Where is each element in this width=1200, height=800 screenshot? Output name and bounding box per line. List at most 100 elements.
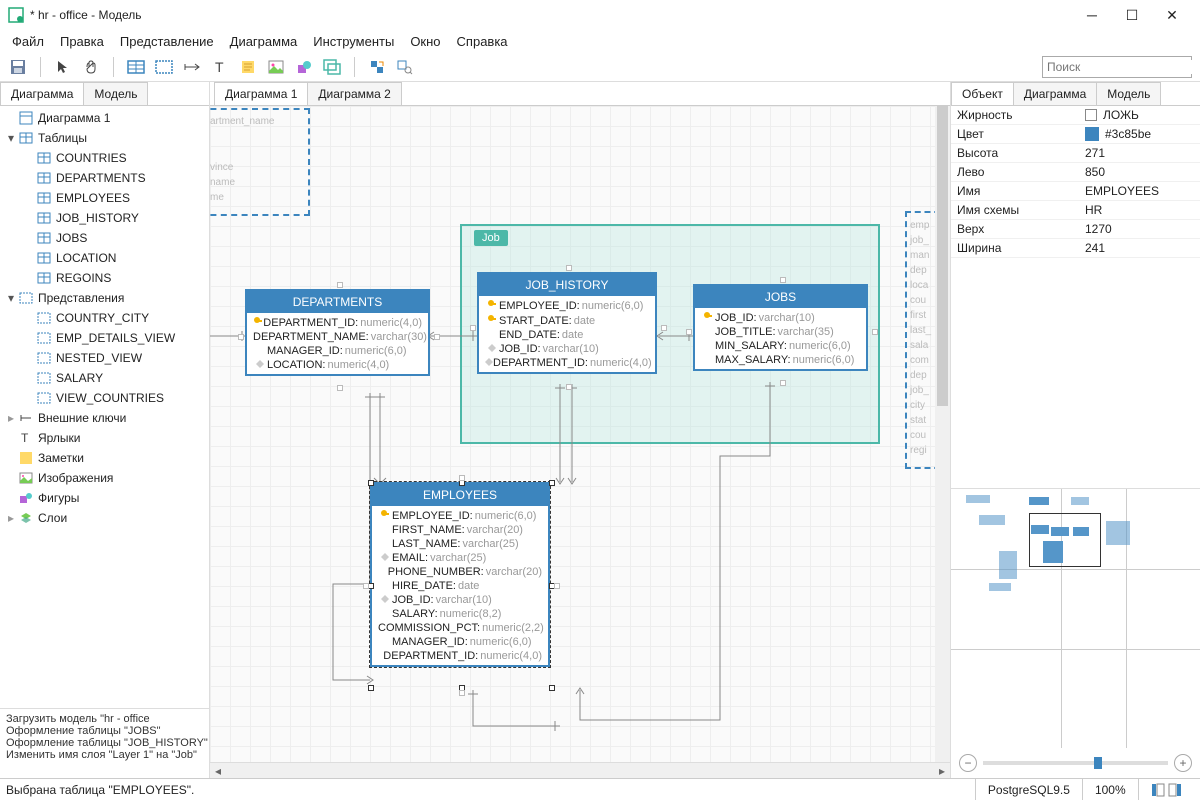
column[interactable]: JOB_ID: varchar(10)	[479, 342, 655, 356]
tree-table-item[interactable]: LOCATION	[0, 248, 209, 268]
tree-shapes[interactable]: Фигуры	[0, 488, 209, 508]
tree-view-item[interactable]: EMP_DETAILS_VIEW	[0, 328, 209, 348]
shape-tool[interactable]	[294, 57, 314, 77]
entity-employees[interactable]: EMPLOYEES EMPLOYEE_ID: numeric(6,0)FIRST…	[370, 482, 550, 667]
prop-row[interactable]: Высота271	[951, 144, 1200, 163]
table-tool[interactable]	[126, 57, 146, 77]
tab-diagram-1[interactable]: Диаграмма 1	[214, 82, 308, 105]
tab-model[interactable]: Модель	[83, 82, 148, 105]
column[interactable]: LOCATION: numeric(4,0)	[247, 358, 428, 372]
prop-row[interactable]: Верх1270	[951, 220, 1200, 239]
column[interactable]: END_DATE: date	[479, 328, 655, 342]
tree-table-item[interactable]: JOB_HISTORY	[0, 208, 209, 228]
tree-view-item[interactable]: VIEW_COUNTRIES	[0, 388, 209, 408]
refresh-button[interactable]	[367, 57, 387, 77]
entity-jobs[interactable]: JOBS JOB_ID: varchar(10)JOB_TITLE: varch…	[693, 284, 868, 371]
column[interactable]: JOB_ID: varchar(10)	[695, 310, 866, 325]
tab-diagram[interactable]: Диаграмма	[0, 82, 84, 105]
vertical-scrollbar[interactable]	[935, 106, 950, 762]
menu-edit[interactable]: Правка	[52, 32, 112, 51]
entity-header[interactable]: DEPARTMENTS	[247, 291, 428, 313]
column[interactable]: DEPARTMENT_ID: numeric(4,0)	[372, 649, 548, 663]
prop-row[interactable]: Ширина241	[951, 239, 1200, 258]
search-input[interactable]	[1047, 60, 1200, 74]
column[interactable]: START_DATE: date	[479, 313, 655, 328]
entity-header[interactable]: JOBS	[695, 286, 866, 308]
column[interactable]: LAST_NAME: varchar(25)	[372, 537, 548, 551]
close-button[interactable]: ✕	[1152, 0, 1192, 30]
tree-table-item[interactable]: JOBS	[0, 228, 209, 248]
column[interactable]: PHONE_NUMBER: varchar(20)	[372, 565, 548, 579]
label-tool[interactable]: T	[210, 57, 230, 77]
tree-views[interactable]: ▾Представления	[0, 288, 209, 308]
layout-toggle[interactable]	[1138, 779, 1194, 800]
column[interactable]: JOB_ID: varchar(10)	[372, 593, 548, 607]
tab-r-model[interactable]: Модель	[1096, 82, 1161, 105]
tree-view-item[interactable]: NESTED_VIEW	[0, 348, 209, 368]
prop-row[interactable]: Цвет#3c85be	[951, 125, 1200, 144]
canvas[interactable]: artment_name vince name me empjob_mandep…	[210, 106, 950, 762]
column[interactable]: MANAGER_ID: numeric(6,0)	[247, 344, 428, 358]
tab-object[interactable]: Объект	[951, 82, 1014, 105]
tree-view-item[interactable]: COUNTRY_CITY	[0, 308, 209, 328]
column[interactable]: HIRE_DATE: date	[372, 579, 548, 593]
tree[interactable]: Диаграмма 1 ▾Таблицы COUNTRIESDEPARTMENT…	[0, 106, 209, 708]
column[interactable]: COMMISSION_PCT: numeric(2,2)	[372, 621, 548, 635]
properties[interactable]: ЖирностьЛОЖЬЦвет#3c85beВысота271Лево850И…	[951, 106, 1200, 488]
prop-row[interactable]: Имя схемыHR	[951, 201, 1200, 220]
menu-view[interactable]: Представление	[112, 32, 222, 51]
column[interactable]: FIRST_NAME: varchar(20)	[372, 523, 548, 537]
column[interactable]: SALARY: numeric(8,2)	[372, 607, 548, 621]
column[interactable]: DEPARTMENT_ID: numeric(4,0)	[247, 315, 428, 330]
image-tool[interactable]	[266, 57, 286, 77]
view-tool[interactable]	[154, 57, 174, 77]
prop-row[interactable]: Лево850	[951, 163, 1200, 182]
horizontal-scrollbar[interactable]: ◂▸	[210, 762, 950, 778]
menu-diagram[interactable]: Диаграмма	[222, 32, 306, 51]
entity-job_history[interactable]: JOB_HISTORY EMPLOYEE_ID: numeric(6,0)STA…	[477, 272, 657, 374]
zoom-out-button[interactable]: −	[959, 754, 977, 772]
tree-layers[interactable]: ▸Слои	[0, 508, 209, 528]
menu-file[interactable]: Файл	[4, 32, 52, 51]
column[interactable]: DEPARTMENT_ID: numeric(4,0)	[479, 356, 655, 370]
prop-row[interactable]: ИмяEMPLOYEES	[951, 182, 1200, 201]
tree-images[interactable]: Изображения	[0, 468, 209, 488]
column[interactable]: EMPLOYEE_ID: numeric(6,0)	[479, 298, 655, 313]
minimap[interactable]: − +	[951, 488, 1200, 778]
column[interactable]: MAX_SALARY: numeric(6,0)	[695, 353, 866, 367]
entity-departments[interactable]: DEPARTMENTS DEPARTMENT_ID: numeric(4,0)D…	[245, 289, 430, 376]
tree-table-item[interactable]: COUNTRIES	[0, 148, 209, 168]
column[interactable]: MIN_SALARY: numeric(6,0)	[695, 339, 866, 353]
tab-r-diagram[interactable]: Диаграмма	[1013, 82, 1097, 105]
search-box[interactable]	[1042, 56, 1192, 78]
tree-table-item[interactable]: REGOINS	[0, 268, 209, 288]
tree-fk[interactable]: ▸Внешние ключи	[0, 408, 209, 428]
menu-window[interactable]: Окно	[402, 32, 448, 51]
tree-labels[interactable]: TЯрлыки	[0, 428, 209, 448]
tree-tables[interactable]: ▾Таблицы	[0, 128, 209, 148]
column[interactable]: DEPARTMENT_NAME: varchar(30)	[247, 330, 428, 344]
tree-table-item[interactable]: DEPARTMENTS	[0, 168, 209, 188]
menu-tools[interactable]: Инструменты	[305, 32, 402, 51]
column[interactable]: JOB_TITLE: varchar(35)	[695, 325, 866, 339]
color-swatch[interactable]	[1085, 127, 1099, 141]
column[interactable]: MANAGER_ID: numeric(6,0)	[372, 635, 548, 649]
tab-diagram-2[interactable]: Диаграмма 2	[307, 82, 401, 105]
minimize-button[interactable]: ─	[1072, 0, 1112, 30]
tree-table-item[interactable]: EMPLOYEES	[0, 188, 209, 208]
entity-header[interactable]: JOB_HISTORY	[479, 274, 655, 296]
note-tool[interactable]	[238, 57, 258, 77]
tree-notes[interactable]: Заметки	[0, 448, 209, 468]
maximize-button[interactable]: ☐	[1112, 0, 1152, 30]
tree-root[interactable]: Диаграмма 1	[0, 108, 209, 128]
column[interactable]: EMPLOYEE_ID: numeric(6,0)	[372, 508, 548, 523]
prop-row[interactable]: ЖирностьЛОЖЬ	[951, 106, 1200, 125]
zoom-slider[interactable]: − +	[951, 752, 1200, 774]
save-button[interactable]	[8, 57, 28, 77]
entity-header[interactable]: EMPLOYEES	[372, 484, 548, 506]
checkbox[interactable]	[1085, 109, 1097, 121]
group-tool[interactable]	[322, 57, 342, 77]
pointer-tool[interactable]	[53, 57, 73, 77]
tree-view-item[interactable]: SALARY	[0, 368, 209, 388]
column[interactable]: EMAIL: varchar(25)	[372, 551, 548, 565]
